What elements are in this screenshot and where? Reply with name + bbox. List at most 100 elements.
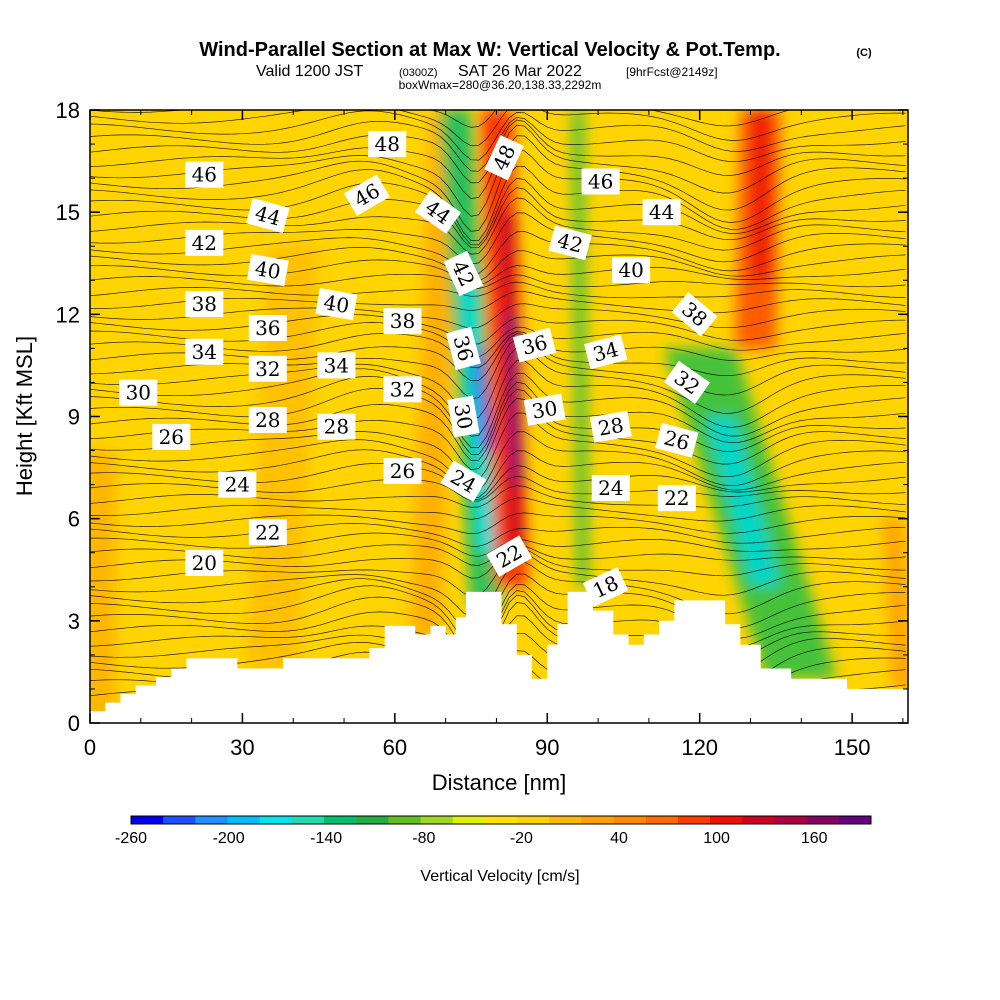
contour-label-box: [315, 287, 358, 321]
contour-label-text: 34: [324, 353, 349, 377]
colorbar-tick-label: 100: [703, 830, 730, 847]
isentrope-line: [90, 197, 906, 255]
contour-label-box: [671, 292, 718, 337]
valid-time-line: Valid 1200 JST (0300Z) SAT 26 Mar 2022 […: [256, 63, 718, 80]
isentrope-line: [90, 314, 906, 345]
colorbar: -260 -200 -140 -80 -20 40 100 160: [115, 815, 872, 847]
isentrope-line: [90, 431, 906, 493]
colorbar-swatch: [259, 816, 293, 824]
isentrope-line: [90, 273, 906, 289]
y-tick-label: 12: [56, 302, 80, 327]
isentrope-line: [90, 231, 906, 275]
colorbar-tick-label: -20: [510, 830, 533, 847]
y-tick-label: 6: [68, 507, 80, 532]
contour-label-box: [414, 190, 462, 234]
colorbar-swatch: [838, 816, 872, 824]
contour-label-text: 22: [664, 486, 689, 510]
isentrope-line: [90, 333, 906, 382]
contour-label-text: 30: [530, 396, 559, 424]
contour-label: 36: [248, 315, 287, 341]
contour-label: 32: [248, 355, 287, 382]
colorbar-swatch: [517, 816, 550, 824]
contour-label-text: 28: [596, 413, 625, 441]
contour-label: 38: [185, 291, 224, 318]
contour-label: 30: [523, 393, 566, 426]
contour-label-box: [642, 199, 681, 226]
contour-label: 30: [119, 379, 158, 406]
contour-label-box: [589, 410, 632, 443]
contour-label-box: [612, 257, 651, 284]
isentrope-line: [90, 449, 906, 498]
isentrope-line: [90, 110, 791, 128]
box-info: boxWmax=280@36.20,138.33,2292m: [399, 78, 602, 92]
x-tick-label: 150: [834, 735, 871, 760]
valid-date: SAT 26 Mar 2022: [458, 63, 582, 80]
colorbar-tick-label: -200: [213, 830, 245, 847]
isentrope-line: [90, 532, 906, 557]
contour-label-box: [248, 315, 287, 341]
contour-label-text: 26: [390, 459, 415, 483]
contour-label-box: [383, 376, 422, 403]
contour-label-text: 46: [588, 170, 613, 194]
contour-label: 28: [317, 413, 356, 440]
colorbar-swatch: [227, 816, 261, 824]
colorbar-swatch: [324, 816, 357, 824]
contour-label-box: [591, 475, 630, 501]
contour-label-box: [447, 395, 480, 438]
isentrope-line: [90, 259, 906, 286]
contour-label-box: [583, 334, 628, 370]
isentrope-line: [90, 322, 906, 358]
contour-label-box: [119, 379, 158, 406]
field-updraft-peak: [507, 314, 522, 485]
contour-label: 34: [185, 338, 224, 365]
contour-label-box: [383, 308, 422, 335]
colorbar-swatch: [484, 816, 518, 824]
isentrope-line: [90, 187, 906, 249]
contour-label: 42: [185, 229, 224, 256]
contour-label-box: [218, 471, 257, 498]
colorbar-swatch: [710, 816, 743, 824]
contour-label-box: [484, 134, 524, 181]
contour-label-box: [486, 535, 533, 577]
colorbar-swatch: [677, 816, 711, 824]
colorbar-swatch: [131, 816, 164, 824]
isentrope-line: [90, 347, 906, 420]
colorbar-swatch: [645, 816, 679, 824]
contour-label-box: [246, 253, 289, 287]
contour-label-text: 32: [390, 377, 415, 401]
contour-label-box: [248, 355, 287, 382]
isentrope-line: [90, 337, 906, 400]
contour-label-text: 28: [255, 408, 280, 432]
colorbar-swatch: [549, 816, 582, 824]
field-updraft-right: [882, 518, 908, 689]
contour-label-box: [185, 338, 224, 365]
colorbar-swatch: [291, 816, 325, 824]
copyright-mark: (C): [856, 47, 872, 59]
contour-label: 28: [589, 410, 632, 443]
contour-label-box: [185, 161, 224, 188]
isentrope-line: [90, 247, 906, 282]
isentrope-line: [90, 165, 906, 241]
contour-label: 24: [591, 475, 630, 501]
colorbar-title: Vertical Velocity [cm/s]: [420, 868, 579, 885]
contour-label: 30: [447, 395, 480, 438]
contour-label-box: [368, 131, 407, 158]
colorbar-tick-label: 160: [801, 830, 828, 847]
isentrope-line: [90, 177, 906, 246]
x-tick-label: 120: [681, 735, 718, 760]
contour-label: 44: [642, 199, 681, 226]
isentrope-line: [90, 512, 906, 535]
contour-label: 28: [248, 406, 287, 433]
colorbar-tick-label: 40: [610, 830, 628, 847]
isentrope-line: [90, 291, 906, 314]
isentrope-line: [90, 110, 906, 147]
colorbar-swatch: [742, 816, 775, 824]
contour-label-text: 24: [225, 473, 250, 497]
y-tick-label: 0: [68, 711, 80, 736]
isentrope-line: [90, 372, 906, 448]
contour-label: 24: [218, 471, 257, 498]
isentrope-line: [90, 523, 906, 547]
field-downdraft-lee-core: [704, 416, 781, 587]
contour-label: 32: [383, 376, 422, 403]
